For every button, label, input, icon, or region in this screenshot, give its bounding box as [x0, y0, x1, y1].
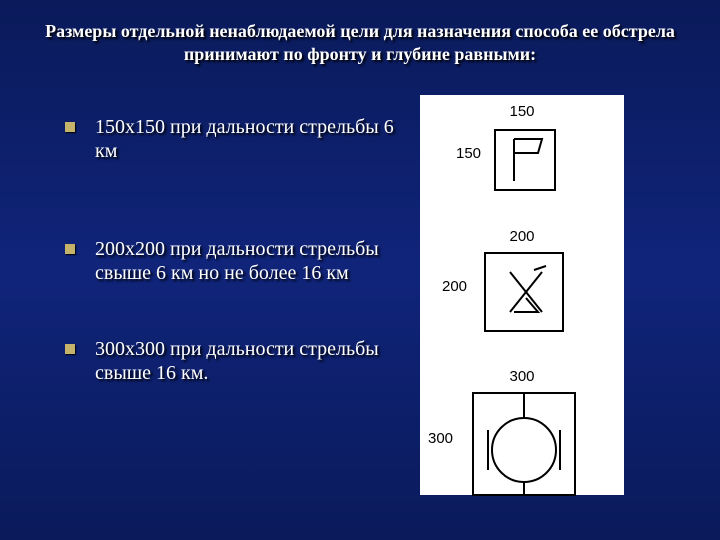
- bullet-icon: [65, 344, 75, 354]
- bullet-icon: [65, 244, 75, 254]
- diagram-panel: 150 150 200 200: [420, 95, 624, 495]
- list-item: 200х200 при дальности стрельбы свыше 6 к…: [65, 237, 420, 285]
- side-label: 150: [456, 145, 481, 162]
- bullet-text: 150х150 при дальности стрельбы 6 км: [95, 115, 420, 163]
- bullet-text: 200х200 при дальности стрельбы свыше 6 к…: [95, 237, 420, 285]
- list-item: 150х150 при дальности стрельбы 6 км: [65, 115, 420, 163]
- diagram-150: 150 150: [420, 105, 624, 205]
- circle-icon: [474, 394, 574, 494]
- top-label: 300: [420, 368, 624, 385]
- top-label: 150: [420, 103, 624, 120]
- bullet-text: 300х300 при дальности стрельбы свыше 16 …: [95, 337, 420, 385]
- target-box: [494, 129, 556, 191]
- bullet-list: 150х150 при дальности стрельбы 6 км 200х…: [30, 95, 420, 385]
- slide-title: Размеры отдельной ненаблюдаемой цели для…: [30, 20, 690, 65]
- diagram-200: 200 200: [420, 230, 624, 350]
- flag-icon: [496, 131, 554, 189]
- bullet-icon: [65, 122, 75, 132]
- cross-icon: [486, 254, 562, 330]
- target-box: [484, 252, 564, 332]
- side-label: 200: [442, 278, 467, 295]
- target-box: [472, 392, 576, 496]
- top-label: 200: [420, 228, 624, 245]
- list-item: 300х300 при дальности стрельбы свыше 16 …: [65, 337, 420, 385]
- diagram-300: 300 300: [420, 370, 624, 495]
- content-row: 150х150 при дальности стрельбы 6 км 200х…: [30, 95, 690, 515]
- side-label: 300: [428, 430, 453, 447]
- slide: Размеры отдельной ненаблюдаемой цели для…: [0, 0, 720, 540]
